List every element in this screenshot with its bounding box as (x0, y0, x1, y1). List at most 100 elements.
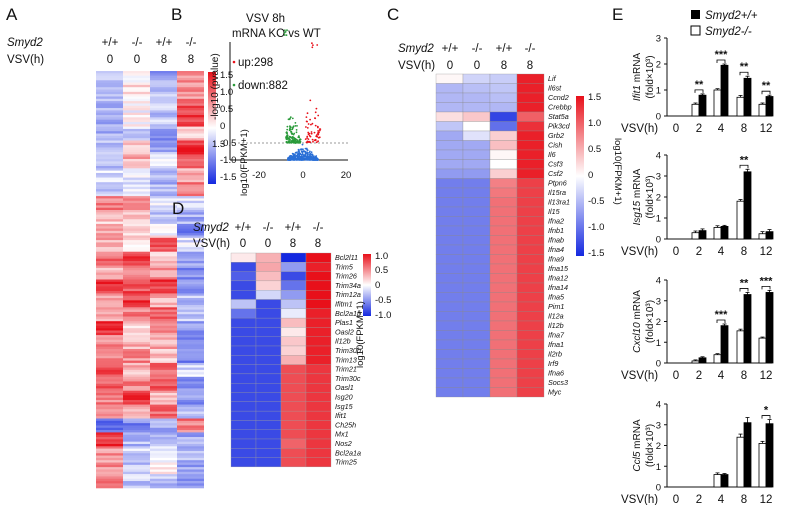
d-heatmap-cell (230, 299, 257, 309)
a-heatmap-cell (177, 323, 204, 327)
a-heatmap-cell (150, 318, 177, 322)
b-point (315, 141, 318, 144)
a-heatmap-cell (177, 335, 204, 338)
b-point (291, 138, 294, 140)
a-heatmap-cell (177, 84, 204, 88)
a-heatmap-cell (150, 71, 177, 74)
c-heatmap-cell (516, 206, 545, 217)
a-heatmap-cell (177, 152, 204, 155)
d-heatmap-cell (305, 364, 332, 375)
a-heatmap-cell (150, 450, 177, 454)
a-heatmap-cell (177, 161, 204, 164)
d-heatmap-cell (255, 308, 282, 319)
d-time: 0 (265, 238, 271, 250)
a-heatmap-cell (123, 267, 150, 271)
a-heatmap-cell (123, 145, 150, 148)
c-heatmap-cell (516, 301, 545, 312)
b-point (289, 126, 292, 129)
a-heatmap-cell (96, 96, 123, 100)
d-heatmap-cell (305, 392, 332, 402)
c-heatmap-cell (489, 311, 518, 322)
a-heatmap-cell (96, 464, 123, 468)
b-point (299, 157, 302, 160)
a-heatmap-cell (96, 441, 123, 445)
a-heatmap-cell (150, 203, 177, 206)
a-heatmap-cell (96, 117, 123, 120)
c-gene-label: Il15 (548, 207, 561, 216)
d-heatmap-cell (305, 317, 332, 328)
b-point (314, 117, 316, 119)
c-heatmap-cell (435, 273, 464, 284)
a-heatmap-cell (123, 223, 150, 227)
c-heatmap-cell (516, 178, 545, 189)
a-heatmap-cell (123, 474, 150, 477)
b-point (317, 136, 320, 139)
c-time: 8 (527, 60, 533, 72)
a-heatmap-cell (96, 388, 123, 391)
a-heatmap-cell (150, 395, 177, 398)
a-heatmap-cell (96, 216, 123, 220)
e-significance-bracket (739, 71, 749, 76)
d-heatmap-cell (305, 420, 332, 430)
a-heatmap-cell (96, 119, 123, 123)
b-point (286, 29, 288, 32)
a-heatmap-cell (150, 434, 177, 438)
a-heatmap-cell (123, 355, 150, 359)
a-heatmap-cell (150, 406, 177, 410)
d-heatmap-cell (280, 392, 307, 402)
c-heatmap-cell (489, 244, 518, 255)
c-heatmap-cell (435, 216, 464, 227)
a-heatmap-cell (177, 138, 204, 141)
e-bar (736, 200, 745, 240)
a-heatmap-cell (123, 369, 150, 373)
a-heatmap-cell (177, 437, 204, 440)
a-heatmap-cell (177, 332, 204, 336)
a-heatmap-cell (177, 485, 204, 489)
c-gene-label: Pim1 (548, 302, 564, 311)
a-heatmap-cell (150, 372, 177, 375)
a-heatmap-cell (150, 240, 177, 243)
a-heatmap-cell (177, 172, 204, 176)
a-heatmap-cell (150, 80, 177, 83)
d-heatmap-cell (280, 355, 307, 365)
b-point (290, 130, 293, 133)
a-heatmap-cell (150, 182, 177, 185)
e-y-tick-label: 3 (656, 172, 661, 183)
a-heatmap-cell (96, 91, 123, 95)
a-heatmap-cell (96, 170, 123, 174)
a-heatmap-cell (96, 323, 123, 327)
a-heatmap-cell (96, 376, 123, 380)
d-genotype: +/+ (285, 222, 302, 234)
c-heatmap-cell (462, 216, 491, 227)
a-heatmap-cell (177, 406, 204, 410)
a-heatmap-cell (150, 295, 177, 299)
a-heatmap-cell (96, 242, 123, 246)
c-heatmap-cell (489, 187, 518, 198)
e-x-tick-label: 12 (760, 370, 773, 382)
b-point (291, 158, 293, 161)
e-x-tick-label: 8 (741, 494, 747, 505)
b-point (306, 127, 309, 129)
c-heatmap-cell (489, 121, 518, 132)
a-heatmap-cell (96, 115, 123, 118)
e-y-axis-label: Isg15 mRNA (632, 168, 643, 225)
c-heatmap-cell (489, 130, 518, 141)
b-point (309, 159, 312, 161)
d-heatmap-cell (280, 457, 307, 468)
e-x-tick-label: 4 (718, 494, 725, 505)
a-heatmap-cell (177, 416, 204, 419)
e-legend-wt: Smyd2+/+ (705, 10, 758, 22)
a-heatmap-cell (123, 469, 150, 473)
a-heatmap-cell (177, 126, 204, 130)
e-bar (720, 325, 729, 364)
b-point (285, 34, 288, 36)
a-heatmap-cell (150, 381, 177, 385)
d-gene-label: Plas1 (335, 318, 353, 327)
a-heatmap-cell (150, 210, 177, 213)
a-heatmap-cell (150, 117, 177, 120)
a-heatmap-cell (123, 281, 150, 285)
e-y-axis-unit: (fold×10³) (645, 300, 656, 343)
c-heatmap-cell (462, 320, 491, 331)
c-heatmap-cell (516, 282, 545, 293)
b-point (289, 156, 291, 158)
